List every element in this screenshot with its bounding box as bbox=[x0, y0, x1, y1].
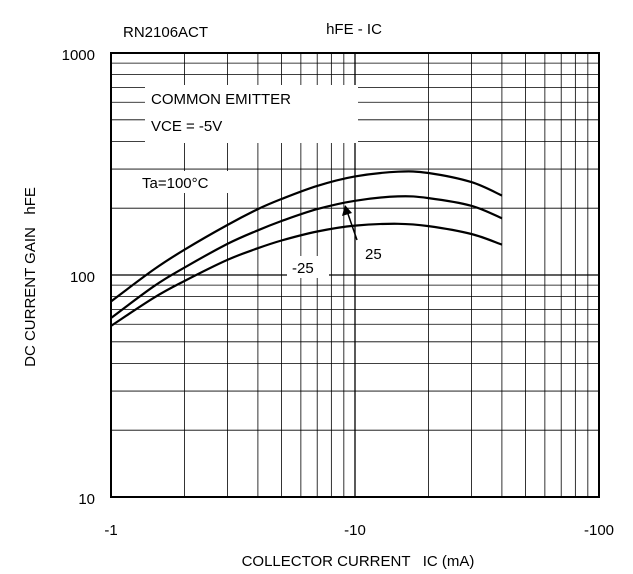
x-tick-label: -10 bbox=[344, 522, 366, 539]
y-tick-label: 10 bbox=[78, 491, 95, 508]
y-tick-labels: 1000 100 10 bbox=[62, 47, 95, 508]
series-line bbox=[110, 222, 503, 327]
x-tick-labels: -1 -10 -100 bbox=[104, 522, 614, 539]
condition-line: VCE = -5V bbox=[151, 118, 222, 135]
plot-frame bbox=[110, 52, 600, 498]
conditions-background bbox=[145, 85, 358, 143]
series-line bbox=[110, 170, 503, 303]
series-labels: Ta=100°C 25 -25 bbox=[138, 171, 391, 278]
label-background bbox=[138, 171, 230, 193]
series-label-100c: Ta=100°C bbox=[142, 175, 209, 192]
conditions-box: COMMON EMITTER VCE = -5V bbox=[145, 85, 358, 143]
condition-line: COMMON EMITTER bbox=[151, 91, 291, 108]
series-label-minus25c: -25 bbox=[292, 260, 314, 277]
y-tick-label: 1000 bbox=[62, 47, 95, 64]
label-background bbox=[287, 256, 329, 278]
series-arrow bbox=[347, 213, 358, 241]
x-axis-label: COLLECTOR CURRENT IC (mA) bbox=[242, 553, 475, 570]
y-axis-label: DC CURRENT GAIN hFE bbox=[22, 187, 39, 367]
series-curves bbox=[110, 170, 503, 327]
series-line bbox=[110, 195, 503, 319]
series-label-25c: 25 bbox=[365, 246, 382, 263]
x-tick-label: -1 bbox=[104, 522, 117, 539]
part-number: RN2106ACT bbox=[123, 24, 208, 41]
y-tick-label: 100 bbox=[70, 269, 95, 286]
x-tick-label: -100 bbox=[584, 522, 614, 539]
chart-title: hFE - IC bbox=[326, 21, 382, 38]
arrow-head bbox=[342, 205, 352, 216]
label-background bbox=[359, 242, 391, 264]
